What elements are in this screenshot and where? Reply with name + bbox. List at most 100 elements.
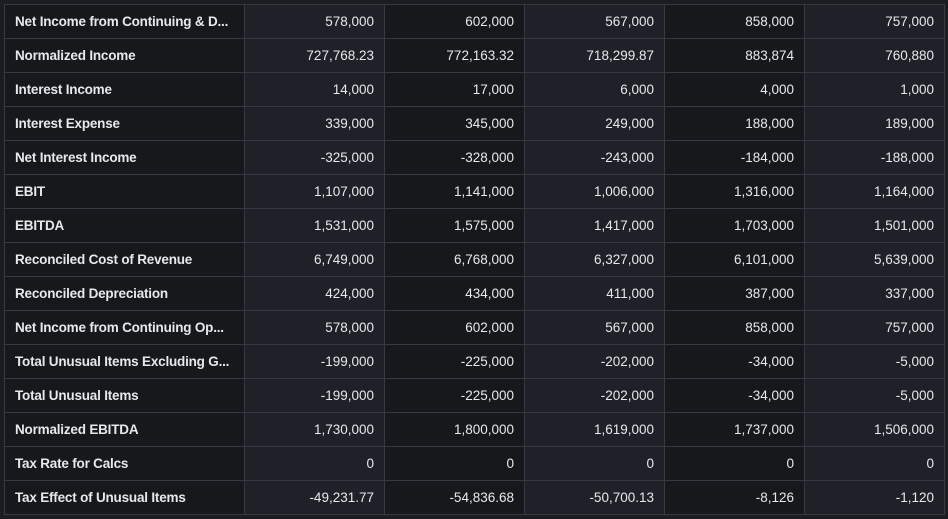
- cell-value: 1,000: [804, 72, 945, 107]
- cell-value: 6,101,000: [664, 242, 805, 277]
- cell-value: -202,000: [524, 344, 665, 379]
- cell-value: 578,000: [244, 310, 385, 345]
- table-row: Tax Effect of Unusual Items -49,231.77 -54…: [4, 480, 945, 515]
- cell-value: 14,000: [244, 72, 385, 107]
- cell-value: 858,000: [664, 310, 805, 345]
- cell-value: -225,000: [384, 344, 525, 379]
- cell-value: -199,000: [244, 344, 385, 379]
- cell-value: -328,000: [384, 140, 525, 175]
- cell-value: 1,141,000: [384, 174, 525, 209]
- cell-value: 1,703,000: [664, 208, 805, 243]
- cell-value: 602,000: [384, 4, 525, 39]
- cell-value: 411,000: [524, 276, 665, 311]
- cell-value: 337,000: [804, 276, 945, 311]
- table-row: EBIT 1,107,000 1,141,000 1,006,000 1,316,000…: [4, 174, 945, 209]
- cell-value: 6,768,000: [384, 242, 525, 277]
- cell-value: 1,619,000: [524, 412, 665, 447]
- row-label: Reconciled Cost of Revenue: [4, 242, 245, 277]
- cell-value: -8,126: [664, 480, 805, 515]
- cell-value: -225,000: [384, 378, 525, 413]
- cell-value: -188,000: [804, 140, 945, 175]
- cell-value: 434,000: [384, 276, 525, 311]
- cell-value: 6,327,000: [524, 242, 665, 277]
- cell-value: -5,000: [804, 344, 945, 379]
- row-label: Net Income from Continuing Op...: [4, 310, 245, 345]
- cell-value: -325,000: [244, 140, 385, 175]
- cell-value: 858,000: [664, 4, 805, 39]
- row-label: Tax Effect of Unusual Items: [4, 480, 245, 515]
- cell-value: 567,000: [524, 4, 665, 39]
- cell-value: 4,000: [664, 72, 805, 107]
- cell-value: 0: [244, 446, 385, 481]
- table-row: Interest Income 14,000 17,000 6,000 4,000 1,0…: [4, 72, 945, 107]
- cell-value: 1,316,000: [664, 174, 805, 209]
- cell-value: 883,874: [664, 38, 805, 73]
- table-row: EBITDA 1,531,000 1,575,000 1,417,000 1,703,0…: [4, 208, 945, 243]
- table-row: Reconciled Cost of Revenue 6,749,000 6,768…: [4, 242, 945, 277]
- cell-value: 1,531,000: [244, 208, 385, 243]
- row-label: EBIT: [4, 174, 245, 209]
- cell-value: 1,006,000: [524, 174, 665, 209]
- cell-value: 602,000: [384, 310, 525, 345]
- cell-value: -199,000: [244, 378, 385, 413]
- table-row: Reconciled Depreciation 424,000 434,000 411…: [4, 276, 945, 311]
- table-row: Net Income from Continuing Op... 578,000 6…: [4, 310, 945, 345]
- cell-value: -184,000: [664, 140, 805, 175]
- cell-value: 5,639,000: [804, 242, 945, 277]
- row-label: Total Unusual Items: [4, 378, 245, 413]
- cell-value: -243,000: [524, 140, 665, 175]
- cell-value: -54,836.68: [384, 480, 525, 515]
- cell-value: 727,768.23: [244, 38, 385, 73]
- row-label: Net Interest Income: [4, 140, 245, 175]
- cell-value: -1,120: [804, 480, 945, 515]
- cell-value: 0: [384, 446, 525, 481]
- table-row: Normalized EBITDA 1,730,000 1,800,000 1,619…: [4, 412, 945, 447]
- cell-value: 387,000: [664, 276, 805, 311]
- cell-value: -34,000: [664, 378, 805, 413]
- cell-value: 578,000: [244, 4, 385, 39]
- cell-value: 1,730,000: [244, 412, 385, 447]
- cell-value: 567,000: [524, 310, 665, 345]
- cell-value: -5,000: [804, 378, 945, 413]
- cell-value: 1,501,000: [804, 208, 945, 243]
- financials-table: Net Income from Continuing & D... 578,000…: [4, 4, 945, 515]
- cell-value: 6,749,000: [244, 242, 385, 277]
- table-row: Normalized Income 727,768.23 772,163.32 718…: [4, 38, 945, 73]
- cell-value: 6,000: [524, 72, 665, 107]
- row-label: Total Unusual Items Excluding G...: [4, 344, 245, 379]
- cell-value: 1,107,000: [244, 174, 385, 209]
- row-label: Interest Expense: [4, 106, 245, 141]
- cell-value: 1,737,000: [664, 412, 805, 447]
- table-row: Tax Rate for Calcs 0 0 0 0 0: [4, 446, 945, 481]
- row-label: EBITDA: [4, 208, 245, 243]
- row-label: Reconciled Depreciation: [4, 276, 245, 311]
- cell-value: 249,000: [524, 106, 665, 141]
- cell-value: 757,000: [804, 4, 945, 39]
- cell-value: -34,000: [664, 344, 805, 379]
- table-row: Total Unusual Items Excluding G... -199,0…: [4, 344, 945, 379]
- cell-value: 188,000: [664, 106, 805, 141]
- row-label: Normalized EBITDA: [4, 412, 245, 447]
- row-label: Normalized Income: [4, 38, 245, 73]
- row-label: Interest Income: [4, 72, 245, 107]
- cell-value: 189,000: [804, 106, 945, 141]
- table-row: Interest Expense 339,000 345,000 249,000 188…: [4, 106, 945, 141]
- row-label: Tax Rate for Calcs: [4, 446, 245, 481]
- cell-value: 0: [804, 446, 945, 481]
- cell-value: 1,506,000: [804, 412, 945, 447]
- table-row: Total Unusual Items -199,000 -225,000 -202,…: [4, 378, 945, 413]
- cell-value: 1,800,000: [384, 412, 525, 447]
- cell-value: 345,000: [384, 106, 525, 141]
- cell-value: -49,231.77: [244, 480, 385, 515]
- cell-value: 1,417,000: [524, 208, 665, 243]
- cell-value: 1,575,000: [384, 208, 525, 243]
- cell-value: -50,700.13: [524, 480, 665, 515]
- table-row: Net Income from Continuing & D... 578,000…: [4, 4, 945, 39]
- cell-value: 0: [524, 446, 665, 481]
- cell-value: 0: [664, 446, 805, 481]
- cell-value: 17,000: [384, 72, 525, 107]
- cell-value: 772,163.32: [384, 38, 525, 73]
- table-row: Net Interest Income -325,000 -328,000 -243,…: [4, 140, 945, 175]
- row-label: Net Income from Continuing & D...: [4, 4, 245, 39]
- cell-value: -202,000: [524, 378, 665, 413]
